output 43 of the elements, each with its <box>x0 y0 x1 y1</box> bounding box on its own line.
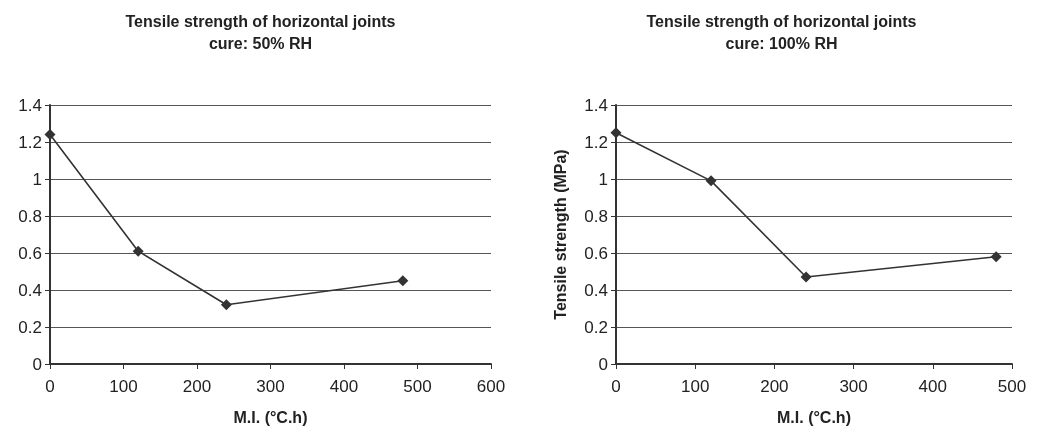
x-tick-label: 300 <box>256 377 285 396</box>
y-tick-label: 1.2 <box>584 132 608 152</box>
y-tick-label: 1.4 <box>584 95 608 115</box>
y-tick-label: 0.8 <box>584 206 608 226</box>
x-axis-title: M.I. (°C.h) <box>777 408 851 426</box>
point <box>397 275 409 287</box>
point <box>705 175 717 187</box>
y-tick-label: 0.4 <box>584 280 608 300</box>
y-tick-label: 0.2 <box>18 317 42 337</box>
x-axis-title: M.I. (°C.h) <box>233 408 308 426</box>
y-tick-label: 1 <box>598 169 608 189</box>
chart-subtitle: cure: 100% RH <box>725 34 838 52</box>
x-tick-label: 0 <box>611 377 621 396</box>
x-tick-label: 600 <box>476 377 506 396</box>
x-tick-label: 0 <box>45 377 55 396</box>
chart-title: Tensile strength of horizontal joints <box>125 12 396 30</box>
y-tick-label: 0.6 <box>584 243 608 263</box>
y-tick-label: 1.2 <box>18 132 42 152</box>
x-tick-label: 400 <box>329 377 359 396</box>
y-axis-title: Tensile strength (MPa) <box>551 149 569 320</box>
chart-subtitle: cure: 50% RH <box>208 34 313 52</box>
y-tick-label: 0.8 <box>18 206 42 226</box>
y-tick-label: 0.4 <box>18 280 42 300</box>
x-tick-label: 200 <box>182 377 212 396</box>
x-tick-label: 500 <box>403 377 432 396</box>
y-tick-label: 0 <box>32 354 42 374</box>
x-tick-label: 200 <box>760 377 789 396</box>
point <box>610 127 622 139</box>
x-tick-label: 500 <box>997 377 1027 396</box>
y-tick-label: 1 <box>32 169 42 189</box>
y-tick-label: 0 <box>598 354 608 374</box>
point <box>220 299 232 311</box>
point <box>800 271 812 283</box>
x-tick-label: 100 <box>109 377 138 396</box>
y-tick-label: 0.2 <box>584 317 608 337</box>
y-tick-label: 1.4 <box>18 95 42 115</box>
y-tick-label: 0.6 <box>18 243 42 263</box>
x-tick-label: 400 <box>918 377 947 396</box>
x-tick-label: 300 <box>839 377 868 396</box>
x-tick-label: 100 <box>681 377 710 396</box>
point <box>132 245 144 257</box>
chart-title: Tensile strength of horizontal joints <box>646 12 917 30</box>
point <box>990 251 1002 263</box>
